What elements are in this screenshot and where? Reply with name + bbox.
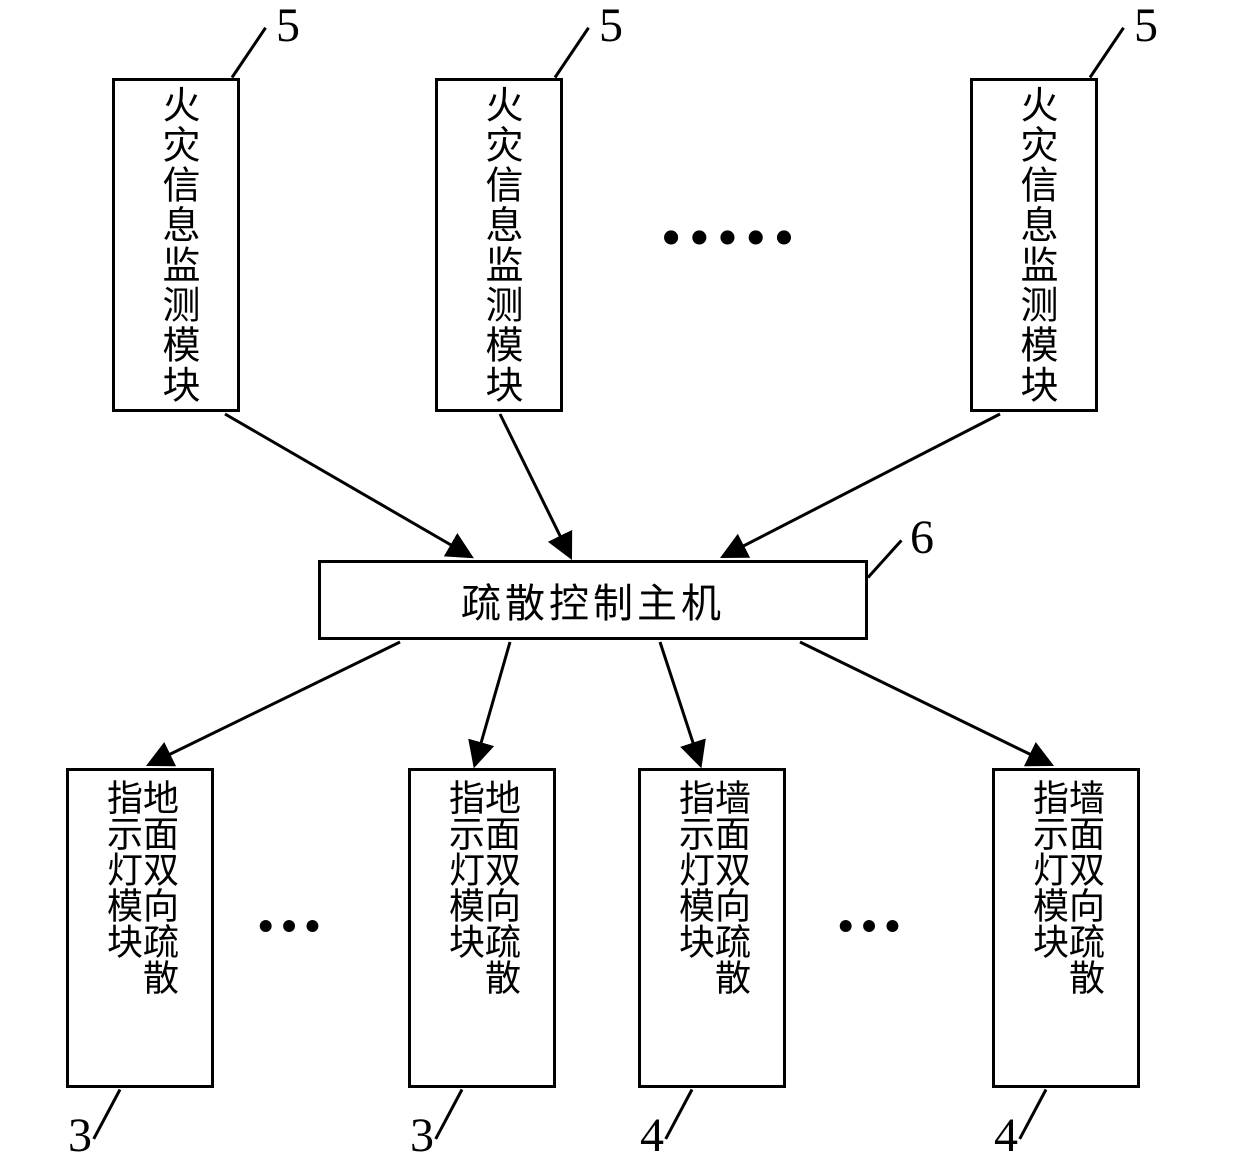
refline [664, 1089, 693, 1140]
col2: 指示灯模块 [446, 779, 482, 1077]
fire-monitor-label: 火灾信息监测模块 [156, 85, 196, 405]
col2: 指示灯模块 [1030, 779, 1066, 1077]
col1: 墙面双向疏散 [1066, 779, 1102, 1077]
ref-5: 5 [1134, 0, 1158, 53]
fire-monitor-label: 火灾信息监测模块 [479, 85, 519, 405]
col2: 指示灯模块 [676, 779, 712, 1077]
col1: 墙面双向疏散 [712, 779, 748, 1077]
ref-6: 6 [910, 510, 934, 565]
floor-indicator-module-2: 地面双向疏散 指示灯模块 [408, 768, 556, 1088]
refline [867, 539, 903, 578]
col1: 地面双向疏散 [140, 779, 176, 1077]
ref-5: 5 [599, 0, 623, 53]
fire-monitor-module-3: 火灾信息监测模块 [970, 78, 1098, 412]
refline [231, 27, 267, 78]
col1: 地面双向疏散 [482, 779, 518, 1077]
ref-4: 4 [640, 1108, 664, 1163]
wall-indicator-module-1: 墙面双向疏散 指示灯模块 [638, 768, 786, 1088]
floor-indicator-module-1: 地面双向疏散 指示灯模块 [66, 768, 214, 1088]
fire-monitor-label: 火灾信息监测模块 [1014, 85, 1054, 405]
ref-3: 3 [410, 1108, 434, 1163]
col2: 指示灯模块 [104, 779, 140, 1077]
refline [92, 1089, 121, 1140]
ellipsis-bot-left: ••• [258, 901, 328, 952]
evacuation-control-host: 疏散控制主机 [318, 560, 868, 640]
refline [1018, 1089, 1047, 1140]
host-label: 疏散控制主机 [461, 571, 725, 629]
refline [1089, 27, 1125, 78]
fire-monitor-module-1: 火灾信息监测模块 [112, 78, 240, 412]
ref-3: 3 [68, 1108, 92, 1163]
wall-indicator-module-2: 墙面双向疏散 指示灯模块 [992, 768, 1140, 1088]
ellipsis-top: ••••• [662, 209, 803, 268]
refline [554, 27, 590, 78]
ref-5: 5 [276, 0, 300, 53]
refline [434, 1089, 463, 1140]
fire-monitor-module-2: 火灾信息监测模块 [435, 78, 563, 412]
ellipsis-bot-right: ••• [838, 901, 908, 952]
ref-4: 4 [994, 1108, 1018, 1163]
